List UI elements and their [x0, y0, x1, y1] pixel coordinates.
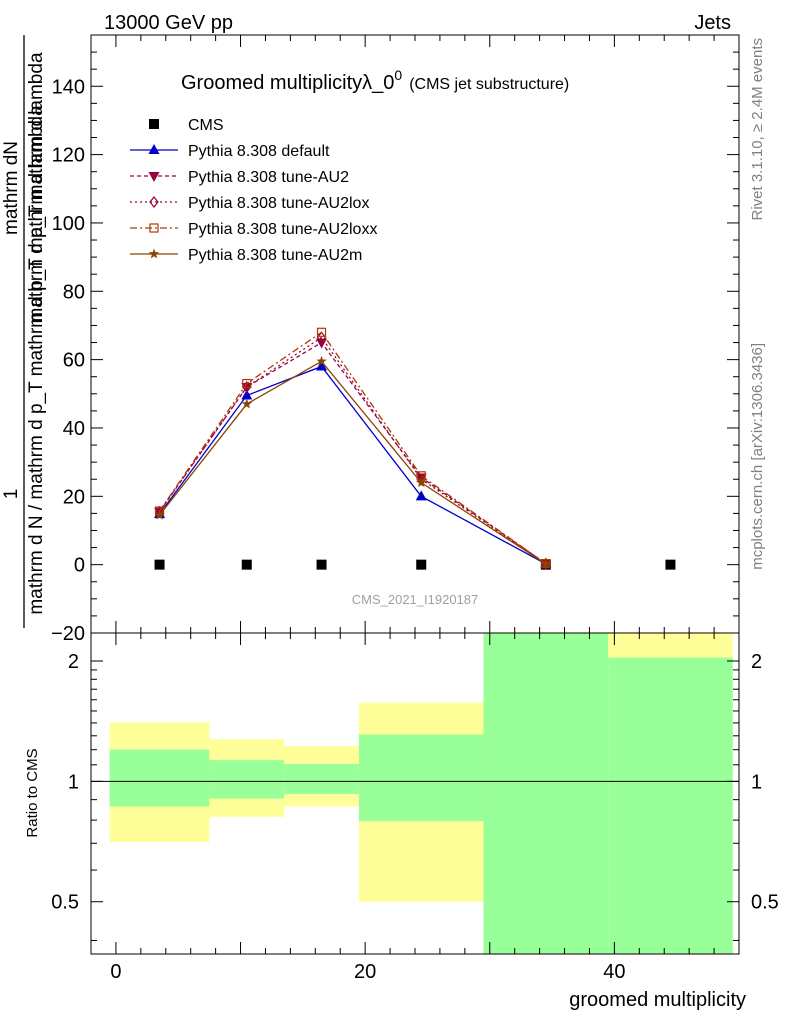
data-point-square [416, 559, 427, 570]
ratio-y-tick-label-right: 1 [751, 771, 762, 793]
series-line [159, 331, 547, 565]
legend-item: Pythia 8.308 tune-AU2 [130, 169, 349, 186]
legend-label: Pythia 8.308 default [188, 143, 330, 160]
legend-item: Pythia 8.308 tune-AU2lox [130, 195, 369, 212]
title-main: Groomed multiplicityλ_0 [181, 72, 394, 94]
data-point-square [316, 559, 327, 570]
ratio-y-tick-label: 0.5 [51, 892, 79, 914]
data-point-square-open [242, 378, 252, 389]
ratio-band-inner [483, 633, 609, 954]
legend-item: Pythia 8.308 tune-AU2m [130, 247, 362, 264]
data-point-star [416, 477, 427, 488]
y-tick-label: 80 [63, 281, 85, 303]
ratio-band-inner [209, 760, 285, 799]
legend-item: Pythia 8.308 tune-AU2loxx [130, 221, 377, 238]
x-tick-label: 40 [603, 961, 625, 983]
header-left: 13000 GeV pp [104, 12, 233, 34]
y-tick-label: 20 [63, 486, 85, 508]
data-point-square [665, 559, 676, 570]
svg-text:Groomed multiplicityλ_00(CMS j: Groomed multiplicityλ_00 (CMS jet substru… [181, 67, 569, 94]
series-line [159, 341, 547, 565]
main-title: Groomed multiplicityλ_00 (CMS jet substru… [181, 67, 569, 94]
series-3 [154, 331, 551, 570]
ratio-y-tick-label-right: 2 [751, 651, 762, 673]
ratio-y-tick-label: 1 [68, 771, 79, 793]
data-point-triangle-up [241, 389, 253, 400]
data-point-square-open [316, 327, 327, 337]
series-line [159, 336, 547, 565]
main-y-label: mathrm dN 1 mathrm d p_T mathrm d lambda… [1, 35, 47, 628]
y-tick-label: 0 [74, 555, 85, 577]
ratio-y-label: Ratio to CMS [24, 748, 41, 837]
title-superscript: 0 [394, 67, 402, 83]
data-point-star [148, 248, 160, 259]
main-plot [154, 327, 676, 570]
y-tick-label: 140 [52, 76, 85, 98]
data-point-triangle-up [316, 360, 328, 371]
data-point-triangle-up [148, 144, 160, 154]
data-point-triangle-down [148, 172, 160, 182]
main-y-axis: −20 0 20 40 60 80 100 120 140 [51, 34, 740, 645]
x-tick-label: 0 [110, 961, 121, 983]
title-suffix: (CMS jet substructure) [409, 76, 569, 93]
ylabel-top-small: 1 [1, 489, 22, 500]
ratio-band-inner [109, 749, 210, 807]
data-point-square [149, 119, 159, 129]
rivet-label: Rivet 3.1.10, ≥ 2.4M events [749, 38, 766, 221]
series-5 [154, 355, 552, 569]
y-tick-label: −20 [51, 623, 85, 645]
ratio-x-axis: 0 20 40 [110, 633, 740, 983]
series-4 [154, 327, 551, 569]
legend-label: Pythia 8.308 tune-AU2lox [188, 195, 369, 212]
legend: CMS Pythia 8.308 default Pythia 8.308 tune… [130, 117, 377, 264]
data-point-triangle-up [415, 490, 427, 501]
ratio-plot [109, 633, 733, 954]
series-0 [154, 559, 676, 570]
ylabel-numerator: mathrm dN [1, 141, 22, 235]
legend-item: Pythia 8.308 default [130, 143, 330, 160]
y-tick-label: 40 [63, 418, 85, 440]
legend-label: Pythia 8.308 tune-AU2 [188, 169, 349, 186]
x-axis-label: groomed multiplicity [569, 989, 746, 1011]
legend-item: CMS [149, 117, 224, 134]
y-tick-label: 100 [52, 213, 85, 235]
mcplots-label: mcplots.cern.ch [arXiv:1306.3436] [749, 343, 766, 570]
data-point-square [154, 559, 165, 570]
ylabel-denominator-top: mathrm d p_T mathrm d lambda [26, 52, 47, 323]
data-point-diamond-open [149, 196, 159, 208]
x-tick-label: 20 [354, 961, 376, 983]
data-point-square-open [149, 223, 159, 233]
data-point-star [540, 558, 552, 569]
series-line [159, 360, 547, 565]
ratio-y-axis: 0.5 0.5 1 1 2 2 [51, 651, 779, 941]
series-1 [154, 360, 552, 568]
legend-label: Pythia 8.308 tune-AU2m [188, 247, 362, 264]
data-point-square [241, 559, 252, 570]
ratio-y-tick-label: 2 [68, 651, 79, 673]
y-tick-label: 120 [52, 145, 85, 167]
data-point-diamond-open [242, 381, 252, 393]
header-right: Jets [694, 12, 731, 34]
legend-label: Pythia 8.308 tune-AU2loxx [188, 221, 377, 238]
data-point-star [241, 398, 252, 409]
data-point-star [154, 509, 165, 520]
legend-label: CMS [188, 117, 224, 134]
ratio-band-inner [608, 657, 733, 954]
series-line [159, 365, 547, 565]
ylabel-denominator-bottom: mathrm d N / mathrm d p_T mathrm d p_T m… [26, 105, 47, 615]
ratio-y-tick-label-right: 0.5 [751, 892, 779, 914]
data-point-star [316, 355, 327, 366]
ratio-band-inner [358, 734, 484, 822]
y-tick-label: 60 [63, 350, 85, 372]
watermark: CMS_2021_I1920187 [352, 592, 479, 607]
ratio-band-inner [284, 764, 359, 794]
